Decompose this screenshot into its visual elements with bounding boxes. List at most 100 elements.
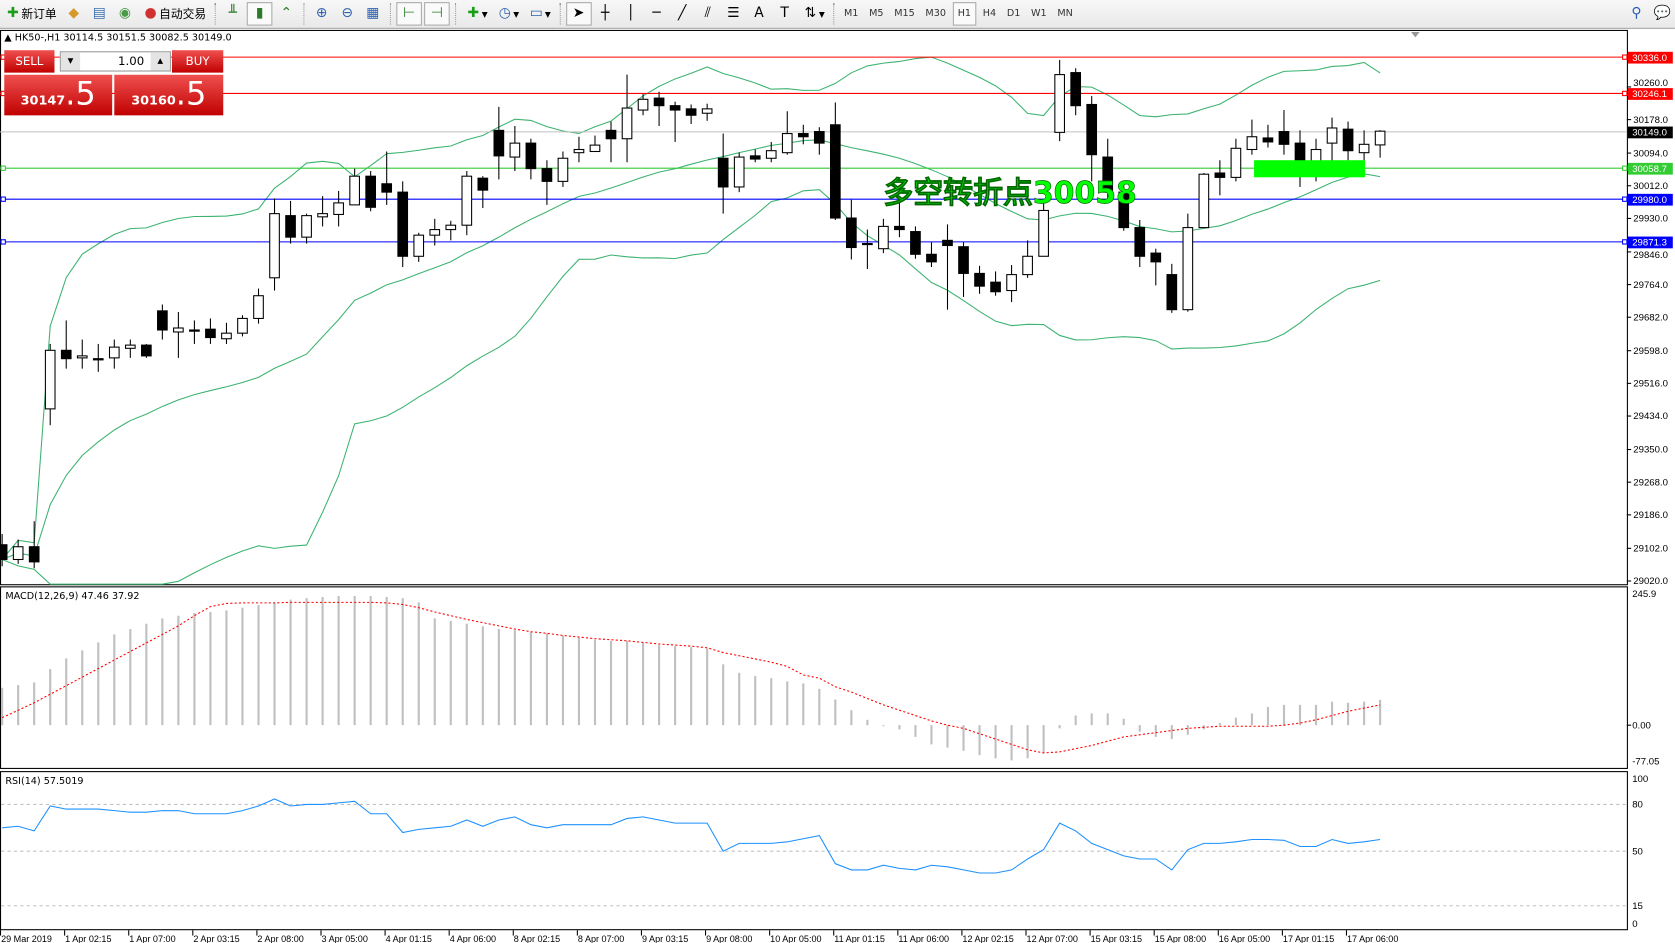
equidistant-channel-button[interactable]: ⫽ bbox=[696, 2, 720, 25]
lot-increase-button[interactable]: ▲ bbox=[150, 52, 170, 71]
candle-body bbox=[541, 168, 553, 182]
tile-windows-icon: ▦ bbox=[366, 5, 380, 22]
candle-body bbox=[878, 225, 889, 250]
buy-price[interactable]: 30160.5 bbox=[114, 74, 224, 116]
crosshair-button[interactable]: ┼ bbox=[593, 2, 617, 25]
symbol-info: ▲ HK50-,H1 30114.5 30151.5 30082.5 30149… bbox=[4, 33, 232, 44]
equidistant-channel-icon: ⫽ bbox=[704, 5, 711, 22]
line-chart-button[interactable]: ⌃ bbox=[275, 2, 299, 25]
fibonacci-button[interactable]: ☰ bbox=[722, 2, 746, 25]
auto-scroll-button[interactable]: ⊢ bbox=[396, 2, 422, 26]
toolbar: ✚ 新订单 ◆ ▤ ◉ ● 自动交易 ╨ ▮ ⌃ ⊕ ⊖ ▦ ⊢ ⊣ ✚ ▾ ◷ ▾ ▭… bbox=[0, 0, 1675, 29]
timeframe-m1[interactable]: M1 bbox=[844, 8, 859, 20]
candle bbox=[749, 149, 761, 163]
vertical-line-button[interactable]: │ bbox=[619, 2, 643, 25]
buy-button[interactable]: BUY bbox=[171, 50, 224, 73]
candle-body bbox=[333, 202, 344, 215]
timeframe-m15[interactable]: M15 bbox=[894, 8, 915, 20]
timeframe-mn[interactable]: MN bbox=[1057, 8, 1073, 20]
price-level-label: 29871.3 bbox=[1632, 238, 1667, 249]
tile-windows-button[interactable]: ▦ bbox=[361, 2, 385, 25]
navigator-button[interactable]: ▤ bbox=[88, 2, 112, 25]
new-order-button[interactable]: ✚ 新订单 bbox=[1, 2, 60, 25]
cursor-button[interactable]: ➤ bbox=[565, 2, 592, 26]
timeframe-m5[interactable]: M5 bbox=[869, 8, 884, 20]
candle-body bbox=[429, 229, 441, 236]
candle bbox=[141, 343, 152, 358]
timeframe-w1[interactable]: W1 bbox=[1031, 8, 1047, 20]
candle-body bbox=[685, 108, 697, 116]
signals-button[interactable]: ◉ bbox=[113, 2, 137, 25]
horizontal-line-button[interactable]: ─ bbox=[645, 2, 669, 25]
candle bbox=[493, 106, 505, 180]
candle-body bbox=[1326, 127, 1338, 144]
candle bbox=[365, 171, 377, 212]
time-label: 17 Apr 01:15 bbox=[1283, 934, 1334, 943]
candle bbox=[797, 124, 809, 145]
timeframe-h4[interactable]: H4 bbox=[982, 8, 997, 20]
crosshair-icon: ┼ bbox=[601, 5, 610, 22]
text-button[interactable]: A bbox=[747, 2, 771, 25]
auto-trading-button[interactable]: ● 自动交易 bbox=[139, 2, 210, 25]
chart-shift-marker bbox=[1411, 32, 1420, 38]
candle bbox=[894, 202, 905, 238]
time-label: 12 Apr 02:15 bbox=[962, 934, 1013, 943]
candle-body bbox=[1342, 128, 1354, 152]
text-label-button[interactable]: T bbox=[773, 2, 797, 25]
price-level-label: 30246.1 bbox=[1632, 89, 1667, 100]
candle bbox=[1374, 130, 1386, 158]
new-order-label: 新订单 bbox=[21, 7, 57, 22]
sell-price-fraction: .5 bbox=[65, 75, 96, 114]
zoom-out-button[interactable]: ⊖ bbox=[335, 2, 359, 25]
price-level-tag bbox=[1627, 236, 1673, 249]
candle-body bbox=[381, 183, 393, 193]
auto-scroll-icon: ⊢ bbox=[403, 5, 416, 22]
candle-body bbox=[173, 327, 184, 333]
market-watch-button[interactable]: ◆ bbox=[62, 2, 86, 25]
macd-tick-label: -77.05 bbox=[1632, 757, 1659, 768]
candle-body bbox=[1150, 252, 1162, 263]
candle bbox=[381, 151, 393, 205]
level-handle bbox=[1622, 54, 1628, 60]
candle-body bbox=[349, 175, 360, 206]
timeframe-h1[interactable]: H1 bbox=[952, 2, 977, 26]
candle bbox=[1198, 173, 1210, 229]
indicators-button[interactable]: ✚ ▾ bbox=[461, 2, 490, 25]
lot-size-input[interactable]: 1.00 bbox=[59, 51, 171, 72]
search-button[interactable]: ⚲ bbox=[1625, 2, 1649, 25]
trendline-button[interactable]: ╱ bbox=[670, 2, 694, 25]
periods-button[interactable]: ◷ ▾ bbox=[493, 2, 522, 25]
timeframe-d1[interactable]: D1 bbox=[1006, 8, 1021, 20]
one-click-trading-panel: SELL 1.00 ▼ ▲ BUY 30147.5 30160.5 bbox=[4, 50, 224, 116]
price-level-label: 30149.0 bbox=[1632, 128, 1667, 139]
navigator-icon: ▤ bbox=[92, 5, 106, 22]
candle bbox=[253, 288, 264, 324]
candle bbox=[637, 94, 649, 116]
chart-shift-button[interactable]: ⊣ bbox=[424, 2, 450, 26]
time-label: 9 Apr 08:00 bbox=[706, 934, 752, 943]
lot-decrease-button[interactable]: ▼ bbox=[60, 52, 81, 71]
macd-label: MACD(12,26,9) 47.46 37.92 bbox=[5, 591, 139, 602]
rsi-tick-label: 80 bbox=[1632, 800, 1643, 811]
candlestick-button[interactable]: ▮ bbox=[246, 2, 273, 26]
price-tick-label: 29020.0 bbox=[1633, 576, 1668, 587]
candle bbox=[1358, 130, 1370, 161]
macd-tick-label: 245.9 bbox=[1632, 589, 1656, 600]
sell-price[interactable]: 30147.5 bbox=[4, 74, 113, 116]
candle bbox=[1214, 160, 1226, 196]
price-level-tag bbox=[1627, 88, 1673, 100]
candle bbox=[813, 127, 825, 155]
candle bbox=[846, 199, 857, 260]
candle bbox=[1054, 59, 1065, 142]
candle-body bbox=[1374, 130, 1386, 146]
timeframe-m30[interactable]: M30 bbox=[925, 8, 946, 20]
sell-button[interactable]: SELL bbox=[4, 50, 55, 73]
time-label: 17 Apr 06:00 bbox=[1347, 934, 1398, 943]
bar-chart-button[interactable]: ╨ bbox=[221, 2, 245, 25]
templates-button[interactable]: ▭ ▾ bbox=[529, 5, 551, 22]
arrows-button[interactable]: ⇅ ▾ bbox=[799, 2, 828, 25]
zoom-in-button[interactable]: ⊕ bbox=[310, 2, 334, 25]
candle-body bbox=[189, 329, 200, 332]
chat-button[interactable]: 💬 bbox=[1650, 2, 1674, 25]
